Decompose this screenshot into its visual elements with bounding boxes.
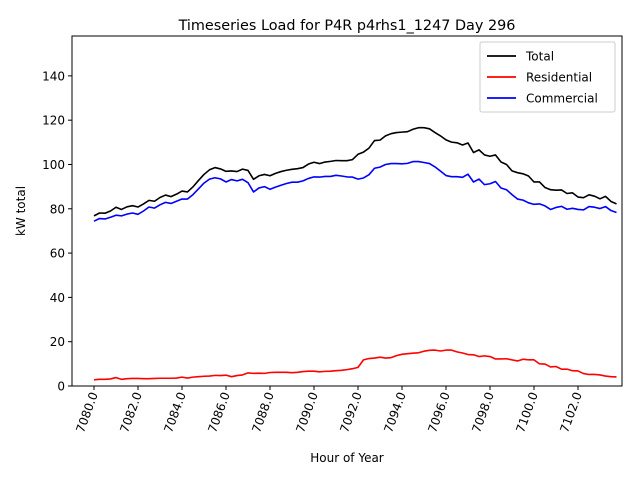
legend-frame xyxy=(479,41,616,113)
legend-label-commercial: Commercial xyxy=(526,92,598,106)
x-axis-title: Hour of Year xyxy=(310,451,384,465)
x-tick-label: 7086.0 xyxy=(205,390,233,434)
series-line-commercial xyxy=(93,160,617,222)
y-tick-label: 100 xyxy=(42,158,65,172)
legend-label-residential: Residential xyxy=(526,71,592,85)
y-tick-label: 140 xyxy=(42,69,65,83)
x-tick-label: 7098.0 xyxy=(469,390,497,434)
y-tick-label: 80 xyxy=(50,202,65,216)
y-axis-title: kW total xyxy=(14,186,28,236)
y-tick-label: 0 xyxy=(57,380,65,394)
x-tick-label: 7080.0 xyxy=(73,390,101,434)
x-tick-label: 7094.0 xyxy=(381,390,409,434)
x-tick-label: 7096.0 xyxy=(425,390,453,434)
x-tick-label: 7084.0 xyxy=(161,390,189,434)
y-tick-label: 20 xyxy=(50,335,65,349)
y-tick-label: 40 xyxy=(50,291,65,305)
series-layer xyxy=(93,126,617,381)
y-tick-label: 120 xyxy=(42,114,65,128)
x-tick-label: 7092.0 xyxy=(337,390,365,434)
legend-label-total: Total xyxy=(525,50,554,64)
chart-title: Timeseries Load for P4R p4rhs1_1247 Day … xyxy=(178,18,516,34)
legend: Total Residential Commercial xyxy=(479,41,616,113)
series-line-residential xyxy=(93,349,617,381)
x-tick-label: 7088.0 xyxy=(249,390,277,434)
series-line-total xyxy=(93,126,617,217)
plot-frame xyxy=(71,35,623,387)
x-tick-label: 7100.0 xyxy=(513,390,541,434)
y-tick-label: 60 xyxy=(50,247,65,261)
x-tick-label: 7082.0 xyxy=(117,390,145,434)
x-tick-label: 7090.0 xyxy=(293,390,321,434)
x-tick-label: 7102.0 xyxy=(557,390,585,434)
